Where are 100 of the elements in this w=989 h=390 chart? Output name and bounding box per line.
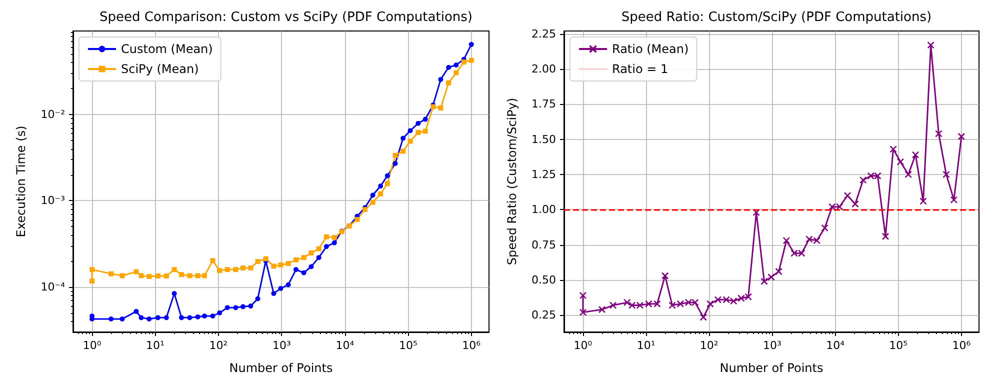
- point: [172, 290, 177, 296]
- point: [691, 298, 699, 306]
- point: [896, 158, 904, 166]
- point: [224, 305, 230, 310]
- point: [942, 170, 950, 178]
- point: [255, 259, 260, 264]
- point: [271, 290, 276, 296]
- point: [202, 273, 207, 278]
- y-tick-label: 1.00: [532, 203, 556, 216]
- y-axis-title: Speed Ratio (Custom/SciPy): [505, 98, 519, 266]
- y-axis-title: Execution Time (s): [14, 126, 28, 238]
- point: [461, 60, 466, 65]
- point: [384, 173, 390, 178]
- x-tick-label: 10⁶: [952, 339, 972, 352]
- point: [867, 172, 874, 180]
- point: [806, 236, 813, 243]
- legend-label: SciPy (Mean): [121, 62, 199, 76]
- point: [416, 130, 421, 135]
- point: [255, 296, 260, 302]
- point: [882, 232, 890, 240]
- legend-label: Ratio (Mean): [612, 42, 689, 56]
- point: [370, 192, 376, 198]
- x-tick-label: 10⁰: [574, 339, 593, 352]
- point: [248, 265, 254, 270]
- point: [155, 315, 160, 320]
- legend-label: Custom (Mean): [121, 42, 213, 56]
- point: [301, 270, 306, 276]
- y-tick-label: 1.50: [532, 132, 556, 146]
- chart-title: Speed Ratio: Custom/SciPy (PDF Computations): [621, 10, 932, 25]
- point: [676, 300, 684, 308]
- point: [454, 62, 459, 68]
- y-tick-label: 0.25: [532, 308, 556, 322]
- point: [233, 267, 238, 272]
- point: [293, 267, 298, 272]
- point: [332, 240, 337, 246]
- point: [195, 273, 200, 278]
- point: [782, 236, 790, 244]
- point: [324, 244, 329, 250]
- point: [202, 313, 207, 318]
- point: [760, 278, 768, 286]
- point: [714, 296, 722, 304]
- point: [224, 267, 230, 272]
- point: [920, 198, 927, 205]
- point: [798, 250, 806, 257]
- point: [233, 305, 238, 310]
- point: [392, 152, 398, 158]
- point: [324, 234, 329, 240]
- point: [293, 257, 298, 262]
- point: [654, 300, 661, 308]
- point: [700, 314, 708, 321]
- point: [454, 70, 459, 76]
- x-tick-label: 10²: [700, 339, 718, 352]
- point: [217, 268, 222, 274]
- point: [468, 58, 474, 63]
- x-axis-title: Number of Points: [720, 361, 824, 375]
- point: [422, 116, 428, 122]
- legend-label: Ratio = 1: [612, 62, 668, 76]
- point: [217, 310, 222, 316]
- y-tick-label: 1.25: [532, 168, 556, 181]
- point: [828, 203, 836, 210]
- point: [738, 294, 745, 302]
- point: [384, 181, 390, 186]
- point: [240, 304, 246, 310]
- y-tick-label: 2.25: [532, 27, 556, 40]
- point: [904, 170, 912, 178]
- point: [446, 64, 452, 70]
- y-tick-label: 10⁻⁴: [40, 280, 66, 294]
- chart-title: Speed Comparison: Custom vs SciPy (PDF Computations): [100, 10, 472, 25]
- point: [210, 313, 216, 318]
- point: [408, 128, 413, 134]
- point: [392, 161, 398, 166]
- point: [155, 273, 160, 278]
- point: [668, 302, 676, 309]
- point: [468, 42, 474, 47]
- point: [821, 224, 828, 232]
- point: [195, 314, 200, 320]
- point: [240, 265, 246, 270]
- point: [890, 146, 897, 153]
- point: [308, 264, 314, 270]
- point: [661, 272, 669, 280]
- point: [684, 298, 692, 306]
- point: [730, 297, 738, 305]
- point: [179, 315, 184, 320]
- point: [950, 196, 958, 204]
- point: [134, 269, 139, 274]
- x-tick-label: 10⁶: [462, 339, 482, 352]
- point: [859, 176, 867, 184]
- point: [172, 267, 177, 272]
- point: [178, 272, 184, 278]
- x-tick-label: 10⁵: [398, 339, 418, 352]
- point: [378, 191, 384, 196]
- x-tick-label: 10¹: [146, 339, 164, 352]
- point: [316, 246, 322, 252]
- y-tick-label: 0.50: [532, 273, 556, 286]
- point: [332, 235, 337, 240]
- x-tick-label: 10⁰: [82, 339, 102, 352]
- point: [935, 130, 942, 138]
- point: [400, 148, 406, 154]
- y-tick-label: 10⁻²: [40, 108, 65, 121]
- point: [438, 105, 444, 110]
